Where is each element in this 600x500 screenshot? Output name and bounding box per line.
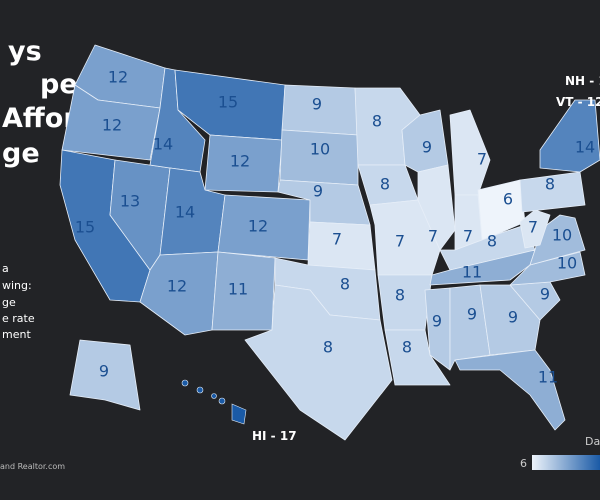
state: [417, 164, 456, 251]
state-value: 9: [313, 182, 323, 201]
hawaii: [181, 379, 247, 425]
island: [211, 393, 217, 399]
island: [181, 379, 189, 387]
state-value: 9: [467, 305, 477, 324]
state: [69, 339, 141, 411]
note-line: ment: [2, 328, 31, 341]
state: [509, 251, 586, 286]
state-value: 8: [395, 286, 405, 305]
state-value: 9: [432, 312, 442, 331]
state-value: 7: [395, 232, 405, 251]
state-value: 15: [75, 218, 95, 237]
legend-tick: 6: [520, 457, 527, 470]
island: [231, 403, 247, 425]
state-value: 11: [228, 280, 248, 299]
state-value: 12: [167, 277, 187, 296]
state-value: 12: [230, 152, 250, 171]
legend-bar: [532, 455, 600, 470]
title-line: ge: [2, 138, 40, 169]
state-value: 8: [323, 338, 333, 357]
state-value: 10: [557, 254, 577, 273]
note-line: ge: [2, 296, 16, 309]
callout: NH - 1: [565, 74, 600, 88]
state-value: 8: [487, 232, 497, 251]
state-value: 9: [508, 308, 518, 327]
state-value: 7: [477, 150, 487, 169]
state-value: 12: [108, 68, 128, 87]
state-value: 9: [99, 362, 109, 381]
state-value: 11: [538, 368, 558, 387]
state-value: 9: [312, 95, 322, 114]
state-value: 14: [175, 203, 195, 222]
state-value: 6: [503, 190, 513, 209]
state-value: 9: [422, 138, 432, 157]
title-line: ys: [8, 36, 42, 67]
state: [384, 329, 451, 386]
state: [477, 179, 526, 241]
state: [539, 99, 600, 173]
state-value: 7: [528, 218, 538, 237]
state-value: 7: [332, 230, 342, 249]
legend-title: Da: [585, 435, 600, 448]
callout: HI - 17: [252, 429, 297, 443]
state: [519, 171, 586, 213]
state: [454, 349, 566, 431]
state-value: 8: [372, 112, 382, 131]
note-line: a: [2, 262, 9, 275]
callout: VT - 12: [556, 95, 600, 109]
state-value: 10: [552, 226, 572, 245]
state-value: 12: [102, 116, 122, 135]
state-value: 15: [218, 93, 238, 112]
island: [196, 386, 204, 394]
note-line: wing:: [2, 279, 32, 292]
state: [449, 109, 491, 196]
island: [218, 397, 226, 405]
state: [244, 284, 393, 441]
state-value: 13: [120, 192, 140, 211]
state: [61, 84, 161, 161]
state-value: 10: [310, 140, 330, 159]
state-value: 7: [428, 227, 438, 246]
state-value: 11: [462, 263, 482, 282]
state-value: 7: [463, 227, 473, 246]
state-value: 8: [340, 275, 350, 294]
source: and Realtor.com: [0, 462, 65, 471]
state-value: 9: [540, 285, 550, 304]
state-value: 8: [380, 175, 390, 194]
note-line: e rate: [2, 312, 35, 325]
state-value: 8: [402, 338, 412, 357]
state: [519, 209, 551, 249]
state-value: 8: [545, 175, 555, 194]
state-value: 14: [575, 138, 595, 157]
state-value: 14: [153, 135, 173, 154]
state-value: 12: [248, 217, 268, 236]
